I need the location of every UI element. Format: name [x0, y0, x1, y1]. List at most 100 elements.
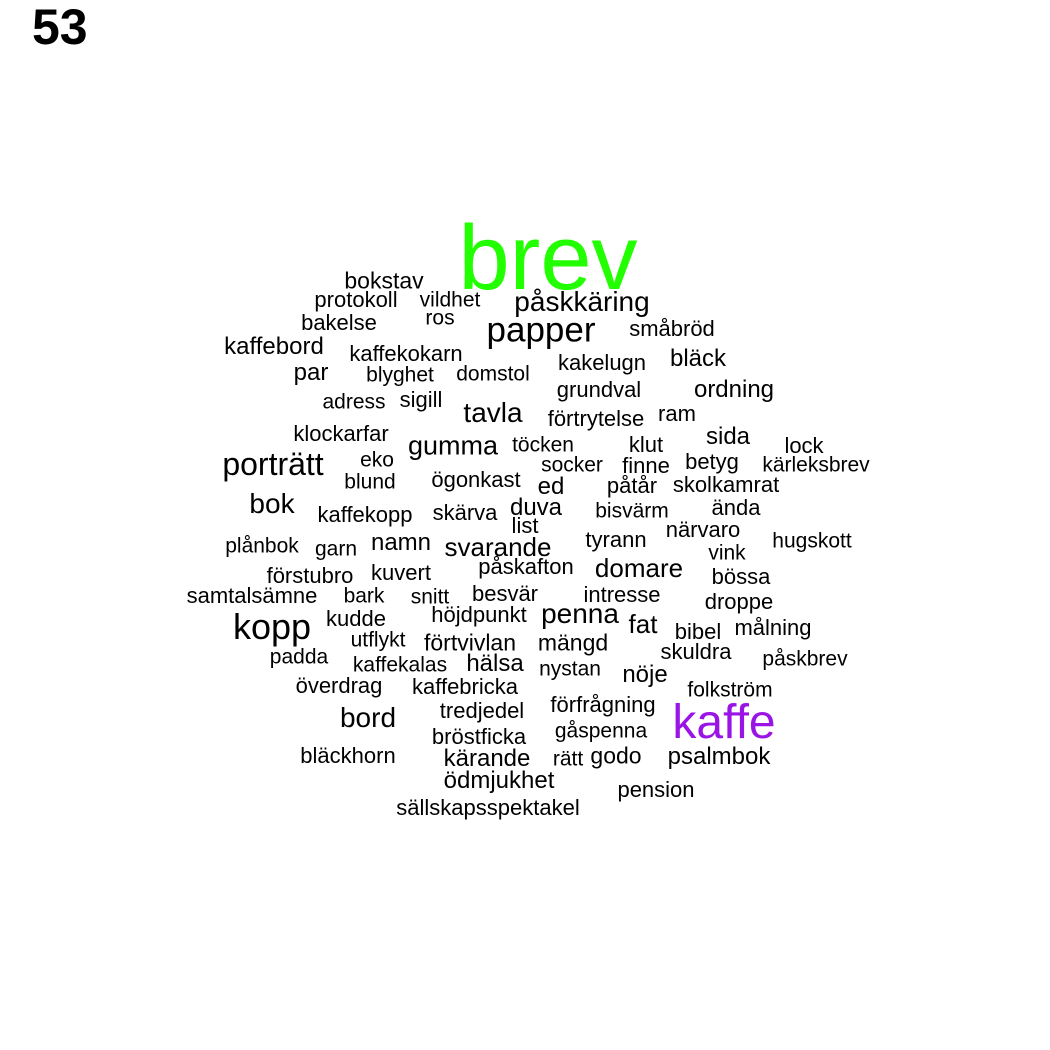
cloud-word: fat: [628, 609, 658, 639]
cloud-word: betyg: [685, 449, 739, 474]
cloud-word: nystan: [539, 657, 601, 681]
cloud-word: utflykt: [350, 628, 406, 652]
cloud-word: par: [293, 359, 329, 386]
panel-number: 53: [32, 0, 88, 55]
cloud-word: ros: [425, 306, 455, 330]
cloud-word: bord: [339, 702, 397, 733]
cloud-word: psalmbok: [667, 743, 771, 770]
cloud-word: målning: [734, 615, 812, 640]
cloud-word: kaffekokarn: [349, 341, 463, 366]
cloud-word: förtrytelse: [547, 406, 645, 431]
cloud-word: hälsa: [466, 650, 524, 677]
cloud-word: bisvärm: [595, 499, 669, 523]
cloud-word: klut: [628, 432, 664, 457]
cloud-word: vink: [708, 541, 746, 565]
cloud-word: bokstav: [344, 267, 424, 294]
cloud-word: folkström: [687, 678, 773, 702]
cloud-word: förtvivlan: [423, 629, 517, 656]
cloud-word: töcken: [512, 433, 574, 457]
cloud-word: droppe: [704, 589, 774, 614]
cloud-word: gumma: [407, 430, 499, 461]
cloud-word: blyghet: [366, 363, 434, 387]
cloud-word: tyrann: [585, 527, 647, 552]
cloud-word: snitt: [410, 585, 450, 609]
cloud-word: närvaro: [665, 517, 741, 542]
cloud-word: kaffe: [672, 696, 776, 749]
cloud-word: kakelugn: [557, 350, 647, 375]
cloud-word: bark: [343, 584, 385, 608]
cloud-word: duva: [509, 494, 563, 521]
cloud-word: påskafton: [478, 554, 574, 579]
cloud-word: kaffekopp: [317, 502, 413, 527]
cloud-word: mängd: [537, 629, 609, 656]
cloud-word: garn: [314, 537, 358, 561]
cloud-word: bibel: [674, 619, 722, 644]
cloud-word: hugskott: [772, 529, 852, 553]
cloud-word: list: [511, 513, 539, 538]
cloud-word: sida: [705, 423, 751, 450]
cloud-word: förfrågning: [550, 692, 656, 717]
cloud-word: ända: [711, 495, 761, 520]
cloud-word: besvär: [471, 581, 539, 606]
cloud-word: grundval: [556, 377, 642, 402]
cloud-word: plånbok: [225, 534, 299, 558]
cloud-word: rätt: [552, 747, 584, 771]
cloud-word: penna: [541, 598, 619, 629]
cloud-word: bröstficka: [431, 724, 527, 749]
cloud-word: lock: [784, 433, 824, 458]
cloud-word: kudde: [326, 606, 386, 631]
cloud-word: överdrag: [295, 673, 383, 698]
cloud-word: skärva: [432, 500, 498, 525]
cloud-word: bössa: [711, 564, 771, 589]
cloud-word: eko: [360, 448, 394, 472]
cloud-word: sigill: [399, 387, 443, 412]
cloud-word: domare: [594, 553, 684, 583]
cloud-word: bläckhorn: [300, 743, 396, 768]
cloud-word: pension: [617, 777, 695, 802]
cloud-word: finne: [622, 453, 670, 478]
cloud-word: kärande: [443, 745, 531, 772]
cloud-word: småbröd: [629, 316, 715, 341]
cloud-word: kaffekalas: [352, 653, 448, 677]
cloud-word: ödmjukhet: [443, 767, 555, 794]
cloud-word: bläck: [669, 345, 727, 372]
cloud-word: brev: [458, 207, 638, 309]
cloud-word: ram: [658, 401, 696, 426]
cloud-word: påtår: [606, 473, 658, 498]
cloud-word: förstubro: [266, 563, 354, 588]
cloud-word: kärleksbrev: [762, 453, 870, 477]
cloud-word: adress: [322, 390, 386, 414]
cloud-word: nöje: [622, 661, 668, 688]
cloud-word: kaffebricka: [412, 674, 518, 699]
cloud-word: domstol: [456, 362, 530, 386]
cloud-word: påskkäring: [514, 286, 650, 317]
cloud-word: blund: [344, 470, 396, 494]
cloud-word: bakelse: [301, 310, 377, 335]
cloud-word: skuldra: [660, 639, 732, 664]
cloud-word: kaffebord: [224, 333, 324, 360]
cloud-word: socker: [541, 453, 603, 477]
cloud-word: tredjedel: [439, 698, 525, 723]
cloud-word: porträtt: [222, 446, 324, 482]
cloud-word: höjdpunkt: [431, 602, 527, 627]
cloud-word: intresse: [583, 582, 661, 607]
cloud-word: kuvert: [371, 560, 431, 585]
cloud-word: vildhet: [419, 288, 481, 312]
cloud-word: bok: [249, 488, 295, 519]
cloud-word: påskbrev: [762, 647, 848, 671]
cloud-word: svarande: [444, 532, 552, 562]
cloud-word: sällskapsspektakel: [396, 795, 580, 820]
cloud-word: samtalsämne: [186, 583, 318, 608]
cloud-word: kopp: [232, 606, 312, 647]
cloud-word: gåspenna: [554, 719, 648, 743]
cloud-word: papper: [486, 310, 596, 350]
cloud-word: klockarfar: [293, 421, 389, 446]
cloud-word: tavla: [463, 397, 523, 428]
cloud-word: padda: [269, 645, 329, 669]
cloud-word: godo: [590, 742, 642, 769]
cloud-word: protokoll: [314, 287, 398, 312]
cloud-word: ordning: [693, 376, 775, 403]
cloud-word: namn: [370, 529, 432, 556]
cloud-word: ed: [537, 473, 565, 500]
